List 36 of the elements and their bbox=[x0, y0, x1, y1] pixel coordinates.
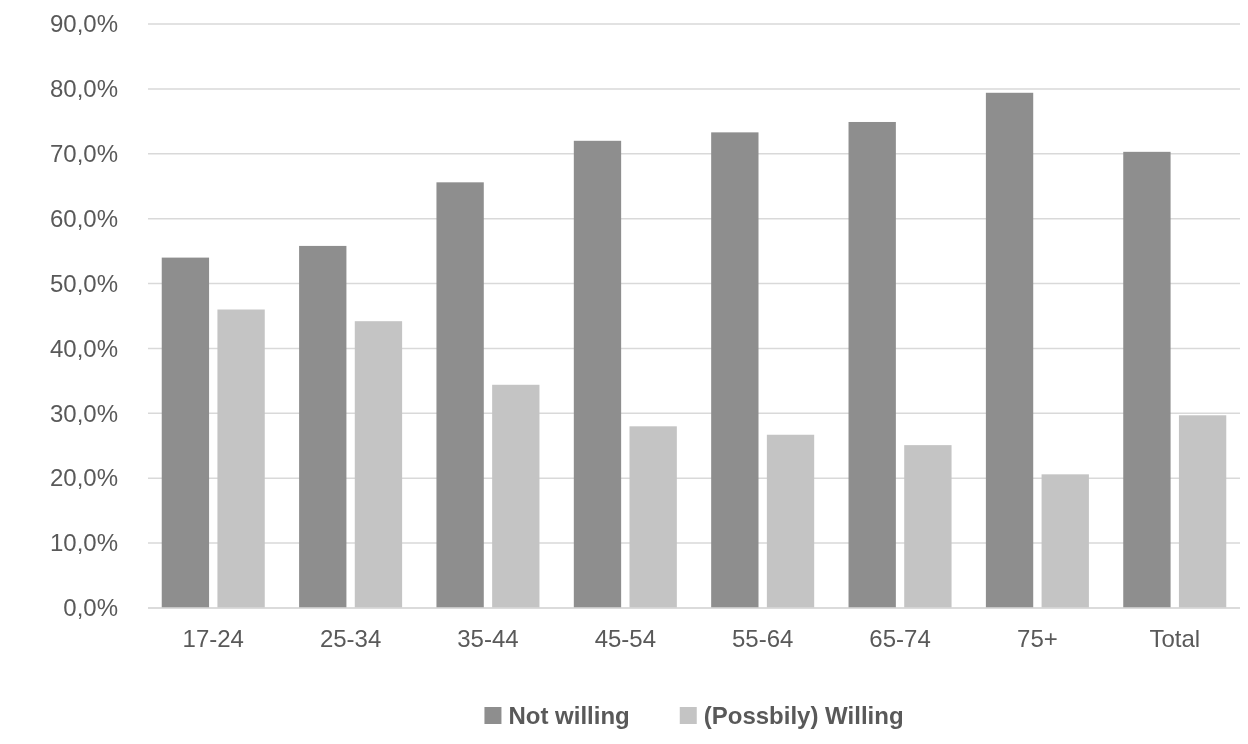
bar bbox=[354, 321, 403, 608]
y-tick-label: 60,0% bbox=[49, 204, 118, 232]
y-tick-label: 30,0% bbox=[49, 399, 118, 427]
bar bbox=[573, 140, 622, 608]
y-tick-label: 10,0% bbox=[49, 529, 118, 557]
bar bbox=[985, 92, 1034, 608]
bar bbox=[711, 132, 759, 608]
x-tick-label: 25-34 bbox=[319, 625, 382, 653]
x-tick-label: 65-74 bbox=[869, 625, 931, 653]
bar bbox=[629, 426, 677, 608]
x-tick-label: 75+ bbox=[1017, 625, 1058, 653]
bar bbox=[436, 182, 484, 608]
y-tick-label: 20,0% bbox=[49, 464, 118, 492]
bar bbox=[904, 445, 952, 608]
x-tick-label: Total bbox=[1149, 625, 1201, 653]
bar bbox=[1178, 415, 1227, 608]
bar bbox=[766, 434, 815, 608]
bar bbox=[1123, 151, 1171, 608]
x-tick-label: 45-54 bbox=[594, 625, 657, 653]
bar bbox=[161, 257, 210, 608]
y-tick-label: 70,0% bbox=[49, 139, 118, 167]
y-tick-label: 0,0% bbox=[63, 594, 118, 622]
x-tick-label: 55-64 bbox=[731, 625, 794, 653]
y-tick-label: 80,0% bbox=[49, 75, 118, 103]
legend-label: (Possbily) Willing bbox=[703, 702, 904, 730]
y-tick-label: 50,0% bbox=[49, 269, 118, 297]
bar bbox=[848, 121, 896, 608]
x-tick-label: 17-24 bbox=[182, 625, 244, 653]
y-tick-label: 40,0% bbox=[49, 334, 118, 362]
bar bbox=[492, 384, 540, 608]
legend-label: Not willing bbox=[508, 702, 630, 730]
bar bbox=[1041, 474, 1089, 608]
x-tick-label: 35-44 bbox=[457, 625, 519, 653]
bar bbox=[217, 309, 265, 608]
y-tick-label: 90,0% bbox=[49, 10, 118, 38]
bar bbox=[299, 245, 347, 608]
